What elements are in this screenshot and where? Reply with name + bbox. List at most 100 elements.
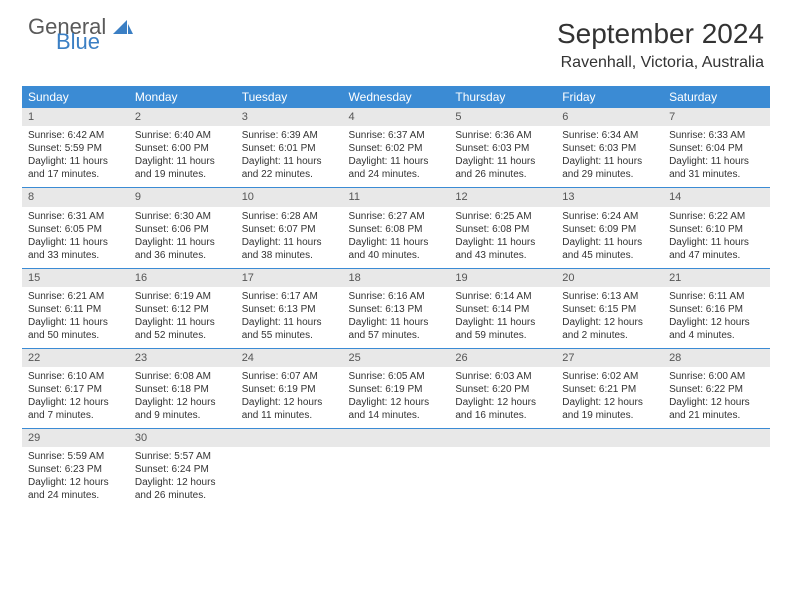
month-title: September 2024 — [557, 18, 764, 50]
daylight-line: Daylight: 11 hours and 55 minutes. — [242, 316, 337, 342]
day-number: 14 — [663, 188, 770, 206]
sunrise-line: Sunrise: 6:19 AM — [135, 290, 230, 303]
logo-text-blue: Blue — [56, 33, 133, 52]
day-body: Sunrise: 6:42 AMSunset: 5:59 PMDaylight:… — [22, 126, 129, 187]
day-body: Sunrise: 6:33 AMSunset: 6:04 PMDaylight:… — [663, 126, 770, 187]
day-body: Sunrise: 6:10 AMSunset: 6:17 PMDaylight:… — [22, 367, 129, 428]
sunset-line: Sunset: 6:00 PM — [135, 142, 230, 155]
sunset-line: Sunset: 6:19 PM — [349, 383, 444, 396]
day-body: Sunrise: 6:13 AMSunset: 6:15 PMDaylight:… — [556, 287, 663, 348]
daylight-line: Daylight: 12 hours and 4 minutes. — [669, 316, 764, 342]
daylight-line: Daylight: 12 hours and 7 minutes. — [28, 396, 123, 422]
day-body: Sunrise: 6:37 AMSunset: 6:02 PMDaylight:… — [343, 126, 450, 187]
daylight-line: Daylight: 11 hours and 36 minutes. — [135, 236, 230, 262]
daylight-line: Daylight: 12 hours and 14 minutes. — [349, 396, 444, 422]
sunrise-line: Sunrise: 6:21 AM — [28, 290, 123, 303]
daylight-line: Daylight: 11 hours and 43 minutes. — [455, 236, 550, 262]
sunset-line: Sunset: 6:09 PM — [562, 223, 657, 236]
weekday-header: Thursday — [449, 86, 556, 108]
day-body: Sunrise: 6:31 AMSunset: 6:05 PMDaylight:… — [22, 207, 129, 268]
sunset-line: Sunset: 5:59 PM — [28, 142, 123, 155]
day-number: 2 — [129, 108, 236, 126]
daylight-line: Daylight: 11 hours and 40 minutes. — [349, 236, 444, 262]
sunrise-line: Sunrise: 6:24 AM — [562, 210, 657, 223]
calendar-cell: 17Sunrise: 6:17 AMSunset: 6:13 PMDayligh… — [236, 268, 343, 348]
sunset-line: Sunset: 6:13 PM — [242, 303, 337, 316]
weekday-header: Friday — [556, 86, 663, 108]
sunrise-line: Sunrise: 6:27 AM — [349, 210, 444, 223]
daylight-line: Daylight: 11 hours and 45 minutes. — [562, 236, 657, 262]
day-number: 12 — [449, 188, 556, 206]
sunrise-line: Sunrise: 6:05 AM — [349, 370, 444, 383]
daylight-line: Daylight: 11 hours and 38 minutes. — [242, 236, 337, 262]
daylight-line: Daylight: 11 hours and 47 minutes. — [669, 236, 764, 262]
sunset-line: Sunset: 6:05 PM — [28, 223, 123, 236]
sunset-line: Sunset: 6:11 PM — [28, 303, 123, 316]
day-number: 19 — [449, 269, 556, 287]
sunset-line: Sunset: 6:12 PM — [135, 303, 230, 316]
sunrise-line: Sunrise: 6:13 AM — [562, 290, 657, 303]
sunset-line: Sunset: 6:06 PM — [135, 223, 230, 236]
day-number: 11 — [343, 188, 450, 206]
sunrise-line: Sunrise: 6:40 AM — [135, 129, 230, 142]
sunrise-line: Sunrise: 6:28 AM — [242, 210, 337, 223]
sunset-line: Sunset: 6:24 PM — [135, 463, 230, 476]
daylight-line: Daylight: 12 hours and 16 minutes. — [455, 396, 550, 422]
day-body: Sunrise: 6:14 AMSunset: 6:14 PMDaylight:… — [449, 287, 556, 348]
calendar-cell: 18Sunrise: 6:16 AMSunset: 6:13 PMDayligh… — [343, 268, 450, 348]
day-body: Sunrise: 6:17 AMSunset: 6:13 PMDaylight:… — [236, 287, 343, 348]
calendar-cell: 5Sunrise: 6:36 AMSunset: 6:03 PMDaylight… — [449, 108, 556, 188]
day-body: Sunrise: 6:28 AMSunset: 6:07 PMDaylight:… — [236, 207, 343, 268]
location: Ravenhall, Victoria, Australia — [557, 54, 764, 72]
daylight-line: Daylight: 11 hours and 19 minutes. — [135, 155, 230, 181]
sunrise-line: Sunrise: 6:22 AM — [669, 210, 764, 223]
daylight-line: Daylight: 11 hours and 31 minutes. — [669, 155, 764, 181]
daylight-line: Daylight: 11 hours and 29 minutes. — [562, 155, 657, 181]
day-body: Sunrise: 6:07 AMSunset: 6:19 PMDaylight:… — [236, 367, 343, 428]
sunrise-line: Sunrise: 6:08 AM — [135, 370, 230, 383]
calendar-cell: 13Sunrise: 6:24 AMSunset: 6:09 PMDayligh… — [556, 188, 663, 268]
sunrise-line: Sunrise: 6:31 AM — [28, 210, 123, 223]
sunset-line: Sunset: 6:08 PM — [349, 223, 444, 236]
day-number: 25 — [343, 349, 450, 367]
calendar-cell: 12Sunrise: 6:25 AMSunset: 6:08 PMDayligh… — [449, 188, 556, 268]
day-body: Sunrise: 6:08 AMSunset: 6:18 PMDaylight:… — [129, 367, 236, 428]
sunset-line: Sunset: 6:20 PM — [455, 383, 550, 396]
sunset-line: Sunset: 6:10 PM — [669, 223, 764, 236]
calendar-cell: 23Sunrise: 6:08 AMSunset: 6:18 PMDayligh… — [129, 348, 236, 428]
day-number: 17 — [236, 269, 343, 287]
day-number: 10 — [236, 188, 343, 206]
daylight-line: Daylight: 12 hours and 19 minutes. — [562, 396, 657, 422]
day-body: Sunrise: 6:03 AMSunset: 6:20 PMDaylight:… — [449, 367, 556, 428]
day-body-empty — [663, 447, 770, 499]
daylight-line: Daylight: 11 hours and 57 minutes. — [349, 316, 444, 342]
day-number: 24 — [236, 349, 343, 367]
calendar-cell: 9Sunrise: 6:30 AMSunset: 6:06 PMDaylight… — [129, 188, 236, 268]
sunset-line: Sunset: 6:13 PM — [349, 303, 444, 316]
sunset-line: Sunset: 6:22 PM — [669, 383, 764, 396]
sunset-line: Sunset: 6:23 PM — [28, 463, 123, 476]
calendar-cell: 2Sunrise: 6:40 AMSunset: 6:00 PMDaylight… — [129, 108, 236, 188]
day-body: Sunrise: 6:39 AMSunset: 6:01 PMDaylight:… — [236, 126, 343, 187]
day-body: Sunrise: 6:24 AMSunset: 6:09 PMDaylight:… — [556, 207, 663, 268]
day-body-empty — [449, 447, 556, 499]
calendar-body: 1Sunrise: 6:42 AMSunset: 5:59 PMDaylight… — [22, 108, 770, 508]
sunrise-line: Sunrise: 6:14 AM — [455, 290, 550, 303]
calendar-cell — [449, 429, 556, 509]
day-number: 9 — [129, 188, 236, 206]
day-body-empty — [556, 447, 663, 499]
sunset-line: Sunset: 6:04 PM — [669, 142, 764, 155]
day-body: Sunrise: 6:22 AMSunset: 6:10 PMDaylight:… — [663, 207, 770, 268]
calendar-row: 1Sunrise: 6:42 AMSunset: 5:59 PMDaylight… — [22, 108, 770, 188]
day-body: Sunrise: 6:40 AMSunset: 6:00 PMDaylight:… — [129, 126, 236, 187]
daylight-line: Daylight: 12 hours and 26 minutes. — [135, 476, 230, 502]
calendar-cell — [236, 429, 343, 509]
day-number: 29 — [22, 429, 129, 447]
sunset-line: Sunset: 6:03 PM — [562, 142, 657, 155]
daylight-line: Daylight: 12 hours and 24 minutes. — [28, 476, 123, 502]
calendar-row: 8Sunrise: 6:31 AMSunset: 6:05 PMDaylight… — [22, 188, 770, 268]
day-number: 15 — [22, 269, 129, 287]
daylight-line: Daylight: 11 hours and 50 minutes. — [28, 316, 123, 342]
day-body: Sunrise: 6:30 AMSunset: 6:06 PMDaylight:… — [129, 207, 236, 268]
sunrise-line: Sunrise: 6:42 AM — [28, 129, 123, 142]
